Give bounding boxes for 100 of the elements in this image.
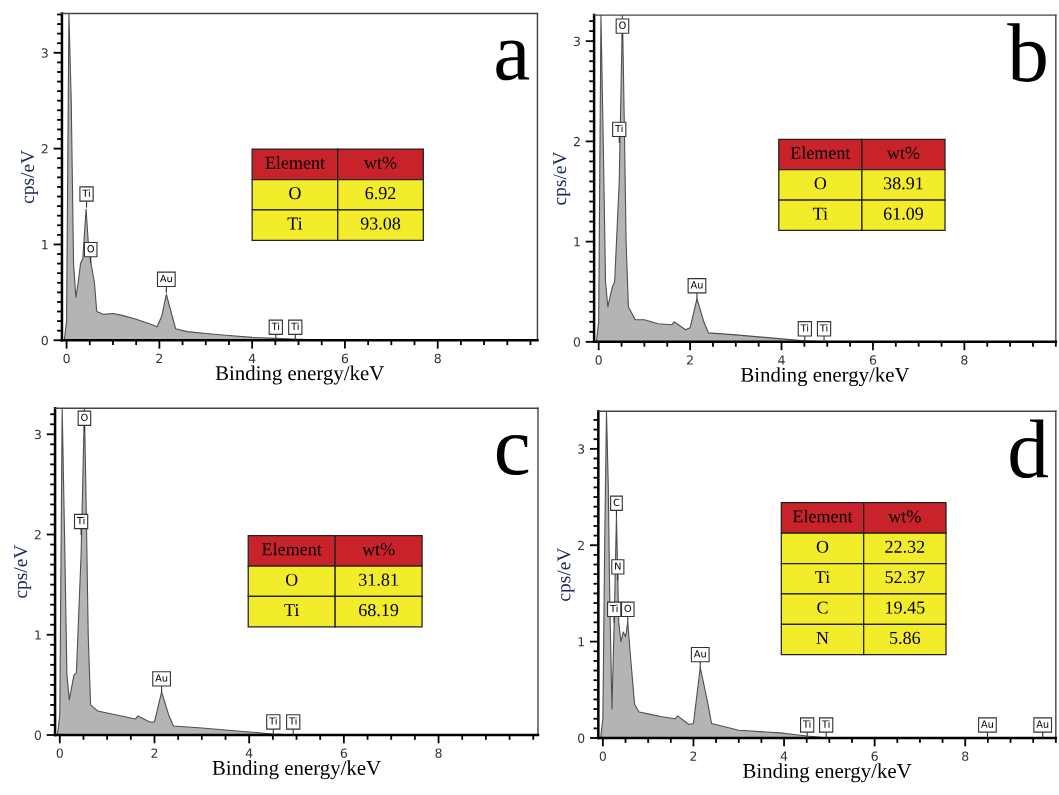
annotation: O [285,573,298,586]
y-tick-label: 0 [578,733,585,743]
y-tick-label: 1 [42,240,48,250]
annotation: 93.08 [360,217,401,230]
x-tick-label: 8 [434,353,441,364]
annotation: Au [155,674,168,682]
x-tick-label: 6 [340,748,348,758]
annotation: N [816,632,829,644]
x-tick-label: 0 [56,748,63,758]
annotation: wt% [888,510,921,523]
y-tick-label: 1 [574,237,580,247]
x-axis-title: Binding energy/keV [740,367,910,387]
x-tick-label: 2 [156,353,163,363]
annotation: Ti [271,322,280,330]
y-axis-title: cps/eV [553,151,571,205]
annotation: Ti [287,217,303,230]
annotation: O [81,413,88,422]
y-axis-title: cps/eV [14,544,32,598]
annotation: Ti [800,324,809,332]
annotation: C [613,498,620,507]
annotation: Ti [802,720,811,728]
y-tick-label: 3 [41,48,48,58]
y-tick-label: 0 [41,335,48,346]
y-tick-label: 0 [34,730,42,740]
annotation: Ti [76,516,85,525]
annotation: Ti [819,324,828,332]
annotation: Au [690,281,703,289]
x-tick-label: 0 [599,751,607,761]
annotation: Ti [291,322,299,330]
annotation: wt% [362,543,395,556]
y-tick-label: 3 [34,429,41,440]
y-tick-label: 2 [34,529,41,540]
x-tick-label: 8 [962,751,969,761]
annotation: Au [981,720,993,728]
annotation: Ti [812,207,828,220]
annotation: Au [693,650,706,658]
annotation: C [817,601,828,614]
x-tick-label: 0 [595,355,602,365]
annotation: O [816,540,829,553]
x-tick-label: 6 [871,751,878,761]
y-tick-label: 1 [578,637,584,647]
y-tick-label: 1 [35,630,41,640]
y-tick-label: 3 [578,444,585,454]
x-tick-label: 4 [780,751,788,761]
x-tick-label: 4 [778,355,785,365]
annotation: Au [160,274,172,283]
annotation: Au [1036,720,1049,728]
x-tick-label: 2 [690,751,697,761]
y-tick-label: 2 [573,136,580,147]
annotation: wt% [364,156,397,169]
chart-title: c [496,434,529,476]
annotation: 52.37 [885,571,925,584]
y-tick-label: 0 [573,337,581,347]
annotation: 38.91 [884,177,923,190]
x-tick-label: 2 [151,748,158,758]
annotation: 68.19 [359,603,399,617]
annotation: Ti [269,717,277,725]
annotation: Element [790,146,851,159]
annotation: 22.32 [885,540,925,553]
x-tick-label: 8 [961,355,968,365]
annotation: O [619,21,626,29]
x-tick-label: 6 [869,355,877,365]
y-tick-label: 2 [41,144,48,154]
annotation: Element [792,509,853,523]
annotation: wt% [886,146,920,160]
x-tick-label: 4 [245,748,253,758]
y-tick-label: 2 [578,540,584,550]
annotation: O [87,245,94,253]
x-axis-title: Binding energy/keV [215,365,385,385]
x-tick-label: 2 [687,355,693,365]
y-axis-title: cps/eV [557,547,575,601]
x-tick-label: 6 [341,353,349,364]
annotation: N [615,562,621,570]
annotation: 5.86 [890,631,921,645]
y-tick-label: 3 [573,36,580,47]
annotation: Element [265,156,325,169]
x-axis-title: Binding energy/keV [212,760,381,780]
annotation: Ti [609,604,618,612]
x-tick-label: 4 [248,353,256,363]
annotation: Ti [284,604,300,616]
annotation: Ti [815,571,830,584]
annotation: 31.81 [359,573,398,586]
annotation: Ti [82,189,90,197]
annotation: Element [262,542,322,556]
annotation: O [289,187,301,200]
annotation: 61.09 [883,207,924,220]
chart-title: a [496,40,530,81]
annotation: 6.92 [365,187,396,200]
chart-title: b [1007,23,1046,82]
annotation: Ti [821,720,830,728]
x-tick-label: 8 [435,748,442,758]
x-axis-title: Binding energy/keV [743,763,912,783]
x-tick-label: 0 [63,353,70,364]
annotation: Ti [615,124,623,133]
annotation: 19.45 [886,601,925,614]
annotation: Ti [289,717,297,725]
annotation: O [624,604,632,613]
annotation: O [814,177,827,190]
y-axis-title: cps/eV [21,150,39,204]
chart-title: d [1010,419,1048,479]
